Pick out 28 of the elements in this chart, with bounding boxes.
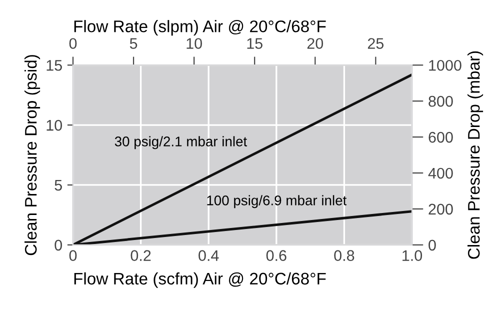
y-tick-label: 10: [46, 120, 62, 131]
x2-tick-label: 15: [247, 38, 262, 49]
series-label: 100 psig/6.9 mbar inlet: [207, 195, 347, 208]
y-tick-label: 0: [54, 240, 62, 251]
x-tick-label: 1.0: [402, 250, 422, 261]
series-label: 30 psig/2.1 mbar inlet: [114, 136, 248, 150]
y2-axis-title: Clean Pressure Drop (mbar): [468, 51, 484, 259]
x2-tick-label: 20: [307, 38, 324, 49]
x-tick-label: 0: [69, 250, 77, 261]
x2-tick-label: 5: [130, 38, 138, 49]
y-tick-label: 15: [46, 60, 62, 71]
y2-tick-label: 1000: [429, 60, 462, 71]
y2-tick-label: 600: [428, 132, 453, 143]
y2-tick-label: 800: [428, 96, 453, 107]
y2-tick-label: 0: [428, 240, 436, 251]
x-axis-title: Flow Rate (scfm) Air @ 20°C/68°F: [74, 272, 326, 288]
x2-tick-label: 10: [186, 38, 202, 49]
x-tick-label: 0.2: [130, 250, 151, 261]
y2-tick-label: 400: [428, 168, 453, 179]
x2-tick-label: 0: [69, 38, 77, 49]
x2-axis-title: Flow Rate (slpm) Air @ 20°C/68°F: [74, 20, 326, 36]
y-axis-title: Clean Pressure Drop (psid): [24, 55, 40, 256]
x2-tick-label: 25: [368, 38, 384, 49]
x-tick-label: 0.6: [266, 250, 286, 261]
y2-tick-label: 200: [428, 204, 453, 215]
x-tick-label: 0.8: [334, 250, 354, 261]
x-tick-label: 0.4: [198, 250, 219, 261]
y-tick-label: 5: [54, 180, 62, 191]
